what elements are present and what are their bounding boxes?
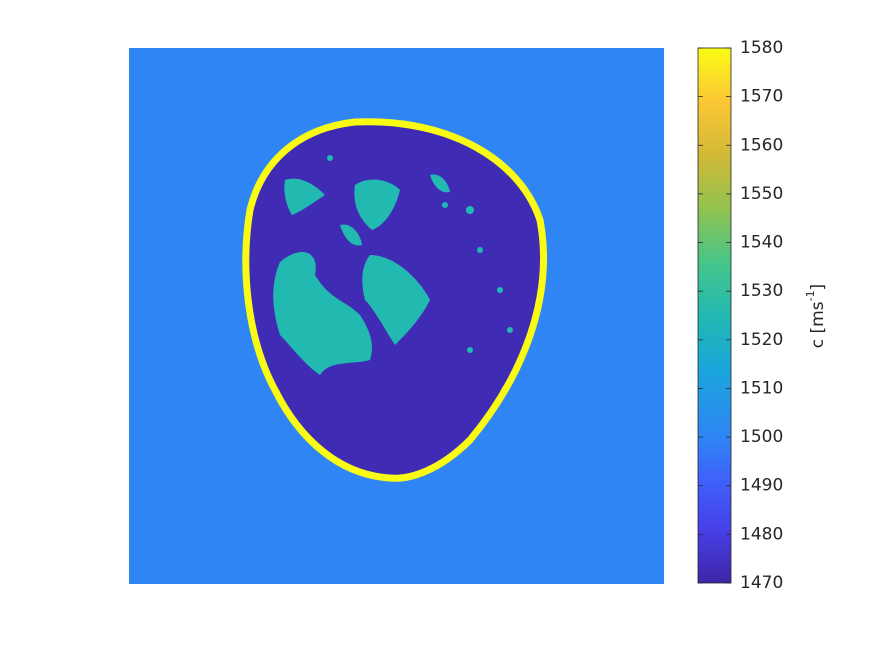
colorbar-tick-label: 1580 — [740, 38, 783, 58]
skin-region — [242, 118, 547, 482]
dense-region — [497, 287, 503, 293]
colorbar-tick-label: 1570 — [740, 87, 783, 107]
colorbar-tick-label: 1500 — [740, 427, 783, 447]
colorbar-tick-label: 1470 — [740, 573, 783, 593]
dense-region — [466, 206, 474, 214]
colorbar-tick-label: 1540 — [740, 233, 783, 253]
colorbar-tick-label: 1530 — [740, 281, 783, 301]
dense-region — [340, 224, 362, 246]
colorbar-tick-label: 1490 — [740, 476, 783, 496]
dense-region — [442, 202, 448, 208]
dense-region — [467, 347, 473, 353]
dense-region — [273, 252, 372, 375]
colorbar-tick-label: 1560 — [740, 135, 783, 155]
label-text: c [ms — [808, 301, 828, 348]
dense-region — [362, 255, 430, 345]
colorbar-tick-label: 1550 — [740, 184, 783, 204]
dense-region — [507, 327, 513, 333]
dense-region — [477, 247, 483, 253]
dense-region — [354, 179, 400, 230]
colorbar-tick-label: 1510 — [740, 378, 783, 398]
label-sup: -1 — [804, 290, 817, 301]
colorbar-tick-label: 1520 — [740, 330, 783, 350]
dense-region — [284, 178, 325, 215]
colorbar-label: c [ms-1] — [804, 284, 828, 348]
colorbar — [697, 47, 732, 584]
dense-region — [430, 174, 450, 193]
colorbar-tick-label: 1480 — [740, 524, 783, 544]
label-text: ] — [808, 284, 828, 291]
dense-region — [327, 155, 333, 161]
image — [129, 48, 664, 584]
